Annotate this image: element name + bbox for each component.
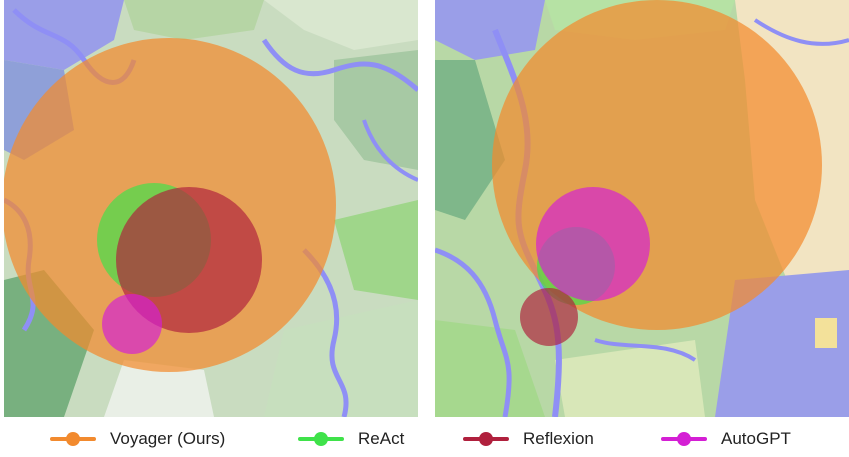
bubble-autogpt-left: [102, 294, 162, 354]
legend-label-voyager: Voyager (Ours): [110, 429, 226, 448]
legend-item-voyager: Voyager (Ours): [50, 428, 225, 450]
legend-swatch-react: [298, 432, 344, 446]
bubble-reflexion-right: [520, 288, 578, 346]
legend-item-react: ReAct: [298, 428, 404, 450]
bubble-reflexion-left: [116, 187, 262, 333]
bubbles-right: [492, 0, 822, 346]
bubbles-left: [4, 38, 336, 372]
legend-swatch-autogpt: [661, 432, 707, 446]
legend-label-react: ReAct: [358, 429, 405, 448]
legend-swatch-reflexion: [463, 432, 509, 446]
legend: Voyager (Ours) ReAct Reflexion AutoGPT: [0, 420, 849, 457]
legend-swatch-voyager: [50, 432, 96, 446]
legend-label-autogpt: AutoGPT: [721, 429, 791, 448]
legend-label-reflexion: Reflexion: [523, 429, 594, 448]
legend-item-autogpt: AutoGPT: [661, 428, 791, 450]
map-right-svg: [435, 0, 849, 417]
map-panel-left: [4, 0, 418, 417]
map-left-svg: [4, 0, 418, 417]
bubble-autogpt-right: [536, 187, 650, 301]
map-panel-right: [435, 0, 849, 417]
legend-item-reflexion: Reflexion: [463, 428, 594, 450]
